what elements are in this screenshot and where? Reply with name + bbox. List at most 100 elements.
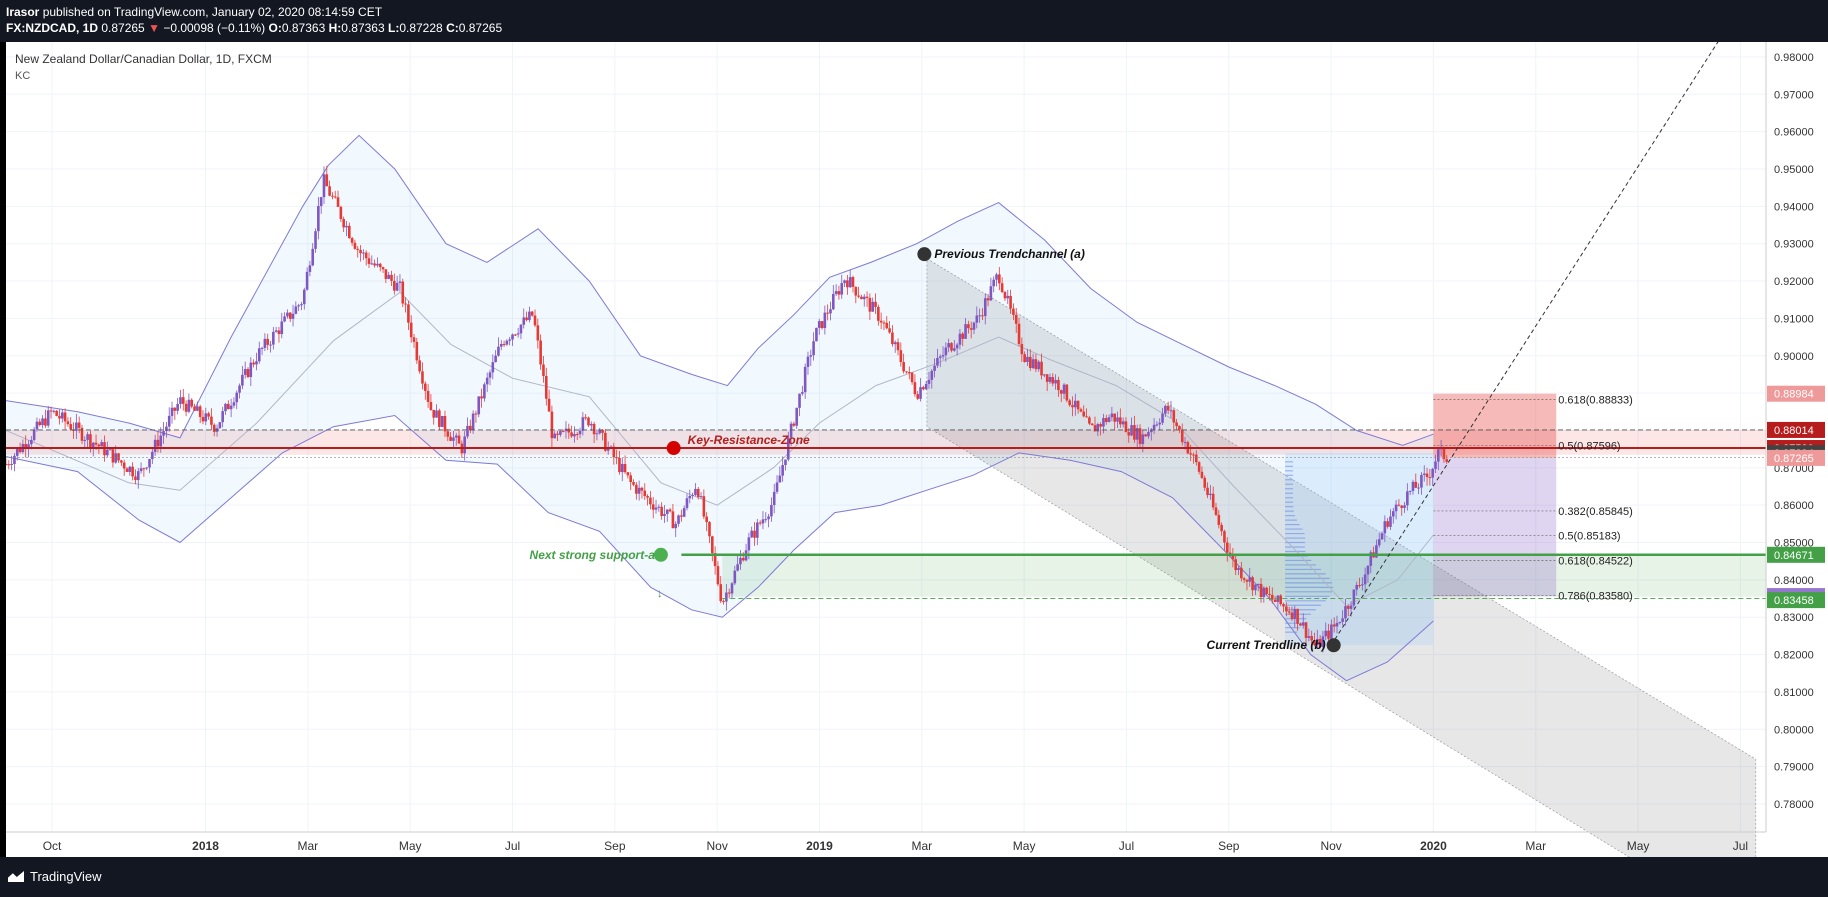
candle-body: [741, 557, 745, 561]
candle-body: [837, 291, 841, 295]
candle-body: [575, 434, 579, 436]
candle-body: [620, 464, 624, 473]
candle-body: [688, 495, 692, 499]
candle-body: [243, 369, 247, 375]
price-chart[interactable]: 0.618(0.88833) 0.5(0.87596) 0.382(0.85845)…: [4, 30, 1828, 897]
candle-body: [35, 421, 39, 430]
candle-body: [1310, 636, 1313, 641]
candle-body: [660, 506, 663, 516]
author-name[interactable]: Irasor: [6, 5, 40, 19]
candle-body: [795, 407, 799, 426]
candle-body: [317, 206, 320, 232]
candle-body: [18, 448, 22, 453]
candle-body: [1318, 638, 1322, 647]
candle-body: [356, 248, 360, 250]
y-tick-label: 0.83000: [1774, 612, 1814, 624]
x-tick-label: Sep: [1218, 839, 1240, 853]
candle-body: [643, 490, 647, 496]
candle-body: [432, 409, 436, 418]
candle-body: [1082, 411, 1086, 417]
support-arrow-icon: ↓: [657, 586, 663, 600]
y-tick-label: 0.92000: [1774, 276, 1814, 288]
candle-body: [981, 315, 984, 317]
y-tick-label: 0.81000: [1774, 687, 1814, 699]
candle-body: [1074, 400, 1077, 408]
candle-body: [905, 371, 908, 373]
candle-body: [888, 328, 891, 333]
price-tag-label: 0.88014: [1774, 425, 1814, 437]
candle-body: [89, 434, 92, 448]
candle-body: [1116, 417, 1119, 422]
candle-body: [300, 304, 303, 306]
y-tick-label: 0.96000: [1774, 127, 1814, 139]
price-tag-label: 0.84671: [1774, 550, 1814, 562]
candle-body: [159, 435, 163, 447]
candle-body: [181, 397, 185, 404]
annotations[interactable]: Previous Trendchannel (a) Key-Resistance-…: [530, 247, 1341, 653]
candle-body: [533, 315, 537, 326]
candle-body: [120, 460, 123, 463]
candle-body: [581, 417, 585, 431]
candle-body: [975, 315, 979, 323]
candle-body: [151, 451, 154, 460]
candle-body: [454, 435, 458, 438]
candle-body: [1065, 384, 1069, 401]
candle-body: [798, 393, 801, 408]
candle-body: [1031, 359, 1035, 369]
indicator-label[interactable]: KC: [15, 70, 31, 82]
candle-body: [1206, 487, 1209, 496]
x-tick-label: Mar: [1525, 839, 1546, 853]
candle-body: [1282, 604, 1285, 607]
candle-body: [257, 348, 261, 362]
candle-body: [1422, 473, 1426, 475]
price-tag-label: 0.83458: [1774, 595, 1814, 607]
candle-body: [1420, 474, 1423, 488]
candle-body: [601, 429, 604, 433]
candle-body: [1414, 481, 1418, 488]
candle-body: [1265, 587, 1268, 594]
candle-body: [924, 383, 928, 390]
candle-body: [52, 410, 56, 412]
x-tick-label: 2019: [806, 839, 833, 853]
candle-body: [348, 225, 351, 239]
candle-body: [955, 344, 959, 349]
candle-body: [874, 301, 877, 307]
candle-body: [649, 497, 652, 505]
price-tag: [1767, 592, 1825, 609]
candle-body: [716, 566, 720, 585]
candle-body: [218, 422, 222, 429]
candle-body: [1195, 454, 1198, 463]
candle-body: [238, 385, 241, 393]
candle-body: [1248, 577, 1252, 582]
candle-body: [345, 225, 348, 228]
candle-body: [947, 343, 950, 348]
candle-body: [162, 431, 165, 436]
candle-body: [4, 464, 8, 466]
candle-body: [1375, 545, 1378, 558]
candle-body: [606, 447, 610, 451]
candle-body: [1394, 504, 1398, 512]
candle-body: [60, 412, 64, 419]
candle-body: [739, 557, 742, 565]
candle-body: [1225, 542, 1229, 553]
y-tick-label: 0.98000: [1774, 52, 1814, 64]
candle-body: [134, 476, 137, 481]
candle-body: [632, 482, 635, 485]
candle-body: [111, 449, 115, 463]
candle-body: [640, 487, 644, 491]
support-label: Next strong support-a: [530, 548, 656, 562]
candle-body: [497, 346, 500, 356]
candle-body: [758, 522, 762, 524]
candle-body: [1104, 418, 1108, 422]
candle-body: [550, 411, 554, 439]
candle-body: [826, 312, 829, 314]
candle-body: [998, 274, 1001, 284]
candle-body: [877, 306, 880, 321]
grid: [6, 42, 1766, 832]
brand-text: TradingView: [30, 869, 102, 884]
chart-area[interactable]: 0.618(0.88833) 0.5(0.87596) 0.382(0.85845)…: [4, 30, 1828, 897]
candle-body: [725, 592, 728, 602]
tradingview-logo[interactable]: TradingView: [8, 869, 102, 884]
candle-body: [480, 396, 483, 399]
candle-body: [719, 584, 723, 602]
